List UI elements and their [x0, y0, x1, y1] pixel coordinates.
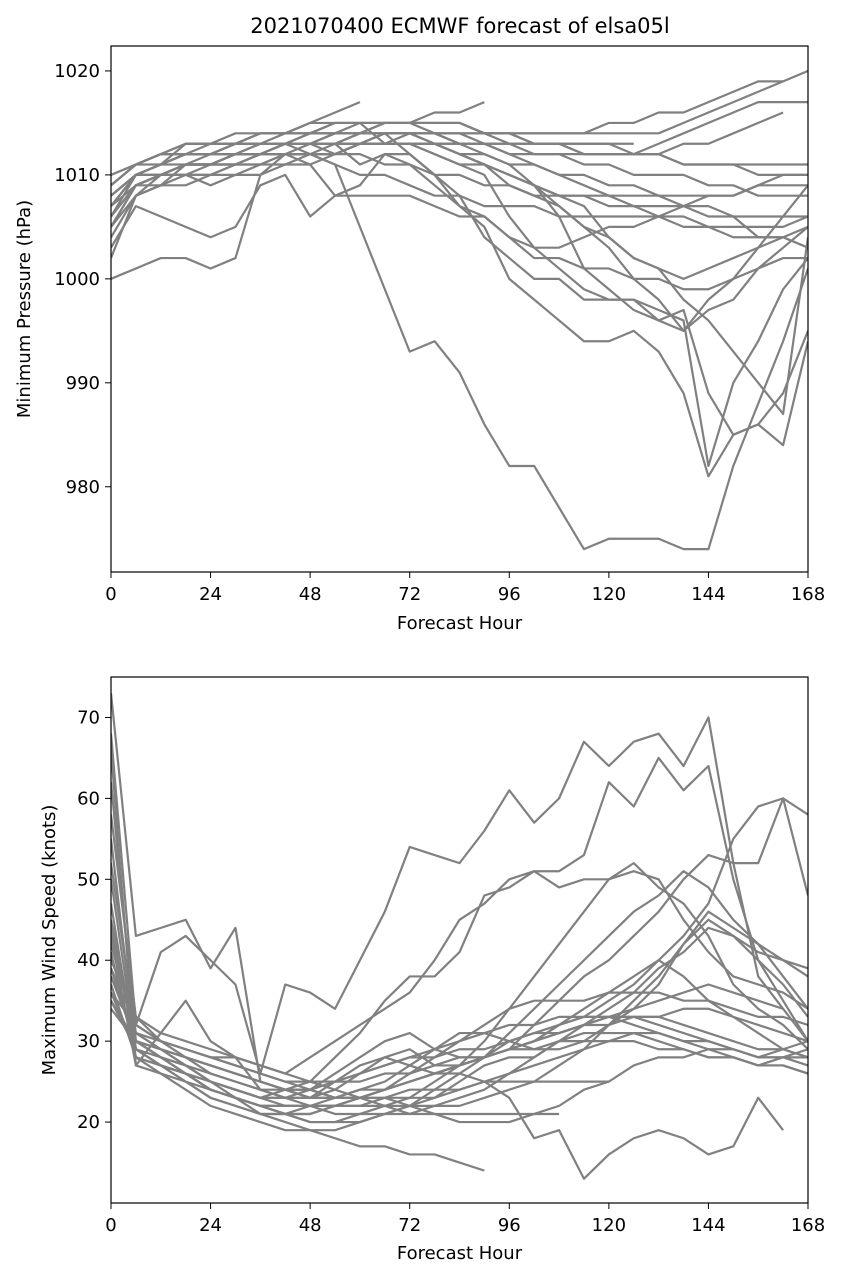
- wind-x-tick-label: 120: [592, 1215, 626, 1236]
- pressure-x-tick-label: 24: [199, 584, 222, 605]
- pressure-series-line-25: [111, 142, 808, 208]
- wind-series-group: [111, 693, 808, 1180]
- chart-title: 2021070400 ECMWF forecast of elsa05l: [250, 14, 670, 38]
- wind-series-line-8: [111, 879, 808, 1116]
- wind-y-tick-label: 70: [77, 707, 100, 728]
- pressure-y-tick-label: 1020: [54, 61, 100, 82]
- wind-axes-frame: [110, 676, 809, 1204]
- pressure-y-axis-label: Minimum Pressure (hPa): [14, 200, 35, 418]
- pressure-x-tick-label: 0: [105, 584, 116, 605]
- wind-series-line-23: [111, 1000, 560, 1116]
- wind-x-tick-label: 168: [791, 1215, 825, 1236]
- pressure-series-line-17: [111, 142, 808, 197]
- pressure-x-tick-label: 168: [791, 584, 825, 605]
- wind-series-line-2: [111, 716, 808, 1075]
- pressure-series-group: [111, 69, 808, 551]
- wind-chart: 0 24 48 72 96 120 144 168 20 30 40 50 60 70 Forecast H…: [39, 676, 825, 1264]
- pressure-y-tick-label: 980: [66, 477, 100, 498]
- wind-x-tick-label: 144: [691, 1215, 725, 1236]
- wind-series-line-17: [111, 959, 808, 1124]
- pressure-x-tick-label: 48: [299, 584, 322, 605]
- pressure-y-tick-label: 1000: [54, 269, 100, 290]
- wind-y-tick-label: 20: [77, 1112, 100, 1133]
- wind-x-axis-label: Forecast Hour: [397, 1243, 523, 1264]
- wind-series-line-20: [111, 943, 784, 1107]
- wind-series-line-22: [111, 976, 485, 1172]
- pressure-chart: 0 24 48 72 96 120 144 168 980 990 1000 1010 1020 Fore…: [14, 45, 825, 634]
- pressure-x-axis-label: Forecast Hour: [397, 613, 523, 634]
- wind-y-axis-label: Maximum Wind Speed (knots): [39, 805, 60, 1076]
- wind-x-tick-label: 96: [498, 1215, 521, 1236]
- pressure-x-tick-label: 72: [398, 584, 421, 605]
- pressure-series-line-8: [111, 153, 808, 249]
- pressure-x-tick-label: 144: [691, 584, 725, 605]
- wind-x-tick-label: 72: [398, 1215, 421, 1236]
- wind-series-line-25: [111, 967, 808, 1091]
- wind-x-tick-label: 24: [199, 1215, 222, 1236]
- pressure-series-line-20: [111, 111, 784, 187]
- pressure-series-line-24: [111, 153, 808, 249]
- wind-series-line-15: [111, 991, 808, 1083]
- wind-y-tick-label: 40: [77, 950, 100, 971]
- pressure-y-tick-label: 990: [66, 373, 100, 394]
- pressure-x-tick-label: 120: [592, 584, 626, 605]
- wind-y-tick-label: 30: [77, 1031, 100, 1052]
- wind-x-tick-label: 48: [299, 1215, 322, 1236]
- wind-y-tick-label: 50: [77, 869, 100, 890]
- wind-series-line-5: [111, 814, 808, 1075]
- pressure-y-tick-label: 1010: [54, 165, 100, 186]
- pressure-axes-frame: [110, 45, 809, 573]
- wind-y-tick-label: 60: [77, 788, 100, 809]
- pressure-x-tick-label: 96: [498, 584, 521, 605]
- wind-x-tick-label: 0: [105, 1215, 116, 1236]
- pressure-series-line-1: [111, 153, 808, 291]
